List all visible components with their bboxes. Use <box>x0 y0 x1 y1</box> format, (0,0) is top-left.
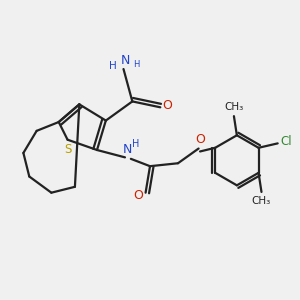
Text: H: H <box>133 60 140 69</box>
Text: O: O <box>133 189 143 202</box>
Text: N: N <box>123 143 133 157</box>
Text: H: H <box>132 139 139 149</box>
Text: H: H <box>109 61 117 71</box>
Text: N: N <box>120 54 130 67</box>
Text: O: O <box>163 99 172 112</box>
Text: CH₃: CH₃ <box>252 196 271 206</box>
Text: O: O <box>195 133 205 146</box>
Text: S: S <box>64 143 71 157</box>
Text: CH₃: CH₃ <box>224 102 244 112</box>
Text: Cl: Cl <box>281 135 292 148</box>
